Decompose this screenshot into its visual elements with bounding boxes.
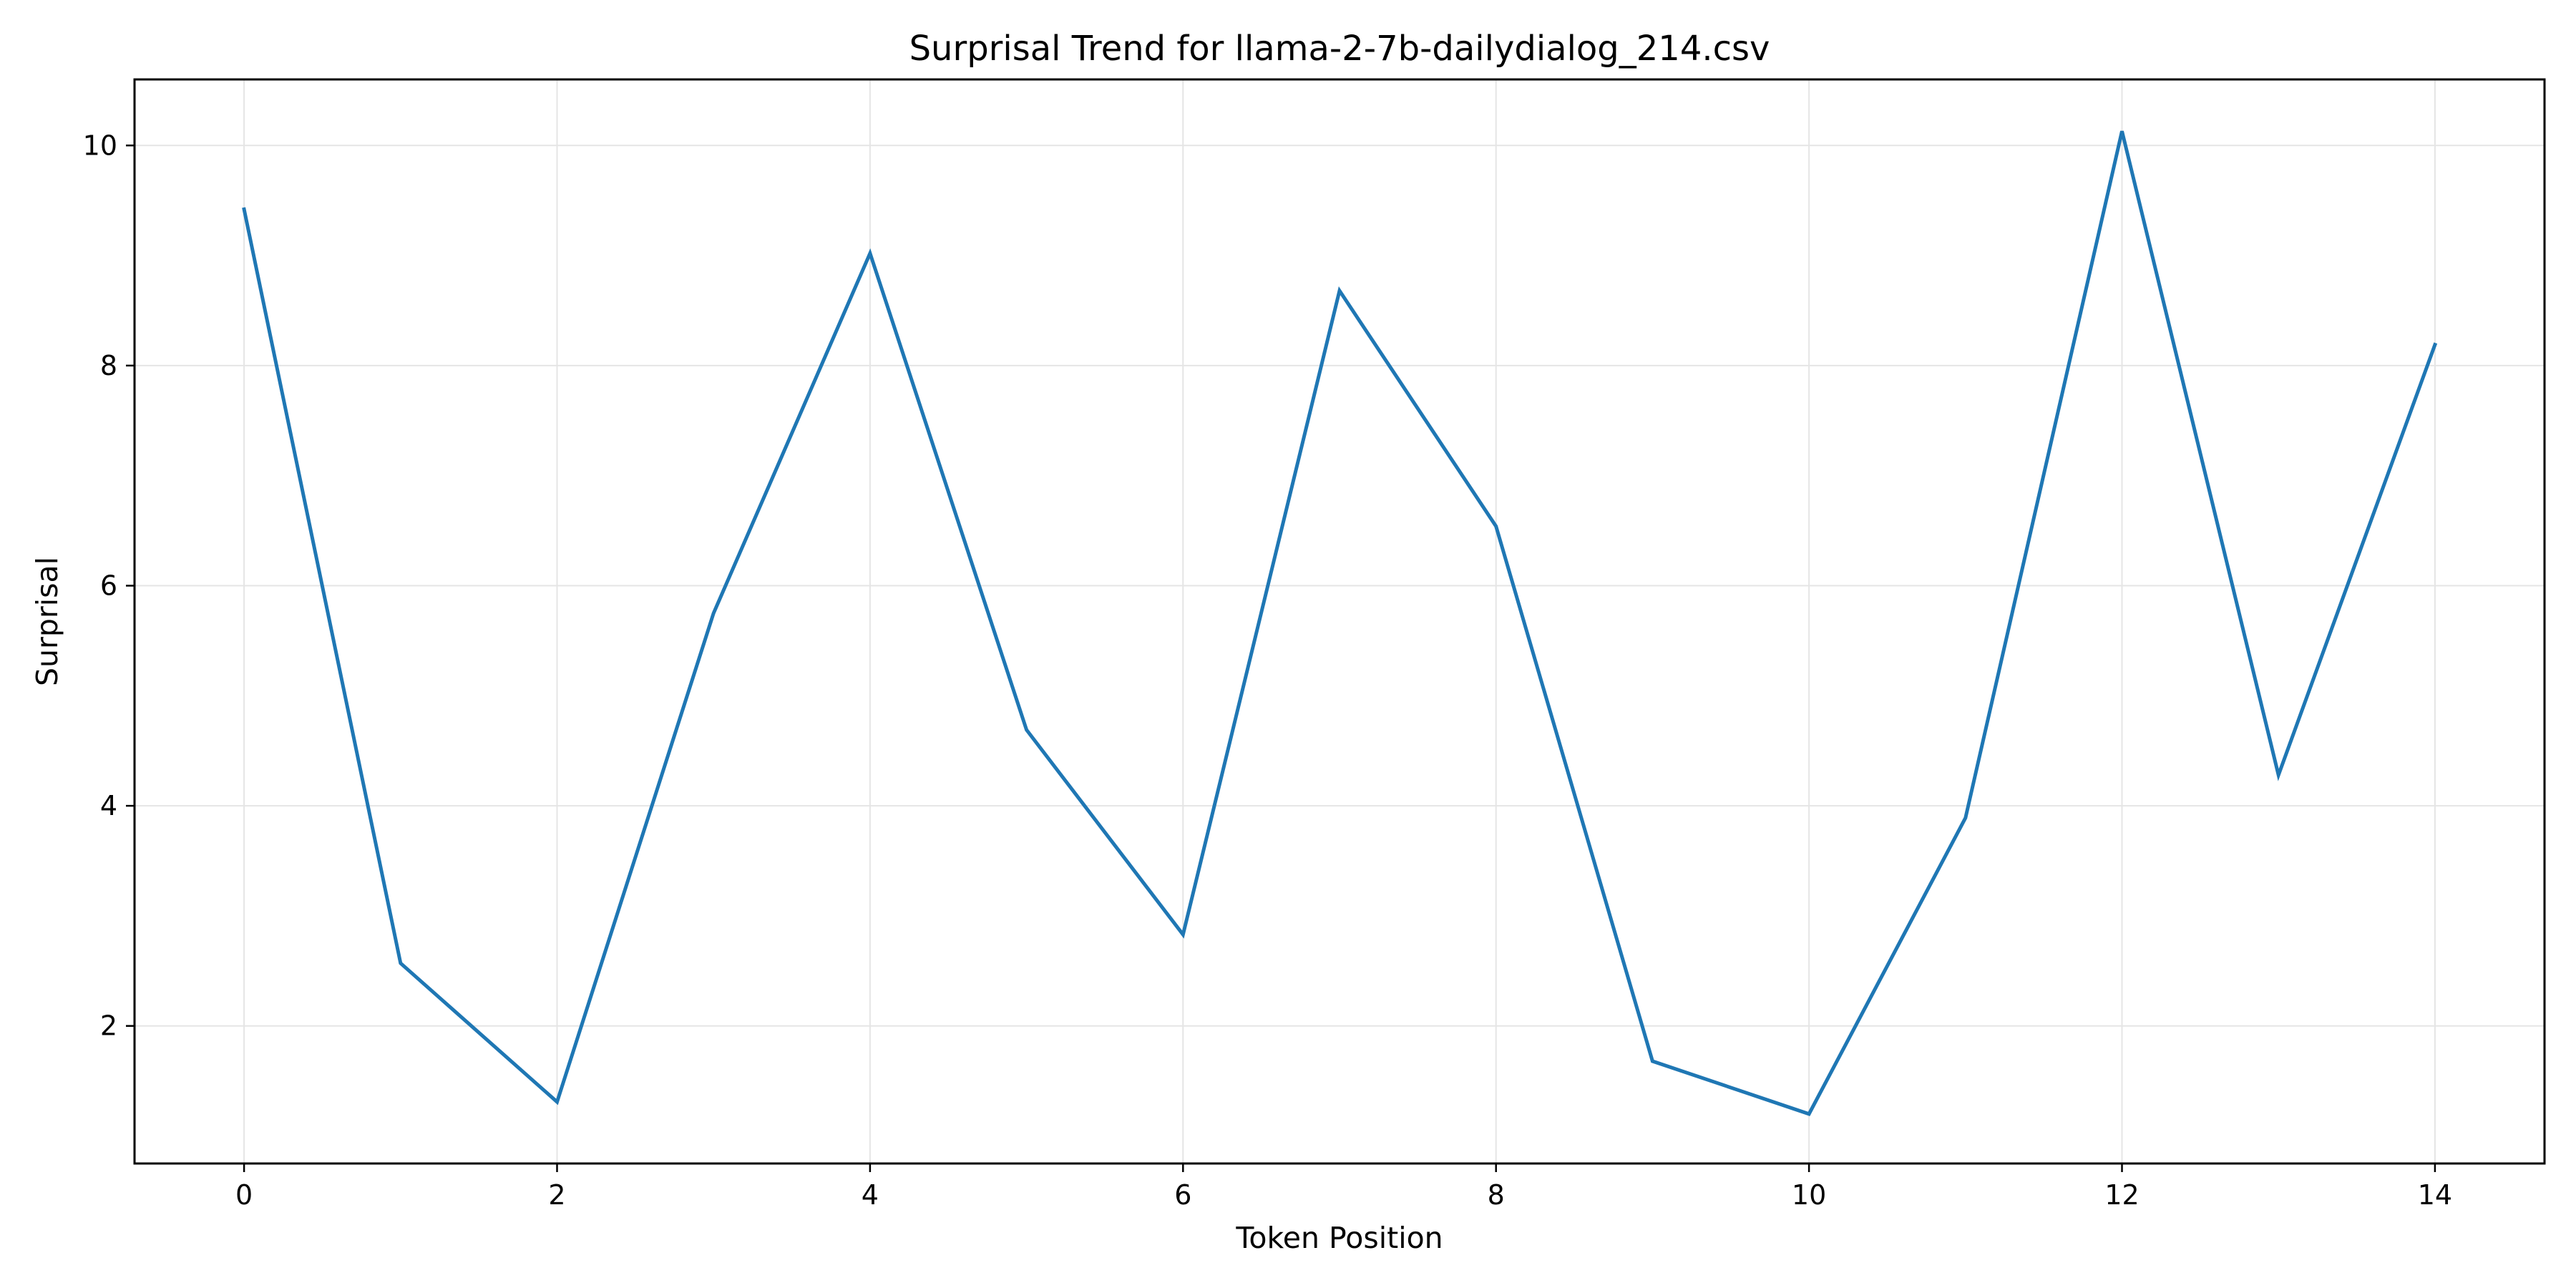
x-axis-label: Token Position bbox=[1235, 1221, 1443, 1255]
x-tick-label: 6 bbox=[1174, 1179, 1191, 1211]
x-tick-label: 4 bbox=[862, 1179, 879, 1211]
chart-title: Surprisal Trend for llama-2-7b-dailydial… bbox=[909, 29, 1770, 69]
y-axis-label: Surprisal bbox=[30, 557, 64, 686]
y-tick-label: 10 bbox=[83, 130, 117, 161]
y-tick-label: 4 bbox=[100, 790, 117, 821]
x-tick-label: 14 bbox=[2418, 1179, 2452, 1211]
x-tick-label: 8 bbox=[1488, 1179, 1505, 1211]
x-tick-label: 10 bbox=[1792, 1179, 1826, 1211]
y-tick-label: 6 bbox=[100, 570, 117, 602]
grid bbox=[135, 79, 2545, 1163]
plot-frame bbox=[133, 78, 2546, 1165]
x-axis: 0 2 4 6 8 10 12 14 bbox=[235, 1163, 2452, 1211]
x-tick-label: 2 bbox=[548, 1179, 565, 1211]
y-tick-label: 8 bbox=[100, 350, 117, 381]
y-tick-label: 2 bbox=[100, 1010, 117, 1042]
y-axis: 2 4 6 8 10 bbox=[83, 130, 135, 1042]
x-tick-label: 12 bbox=[2104, 1179, 2139, 1211]
x-tick-label: 0 bbox=[235, 1179, 253, 1211]
series-layer bbox=[242, 130, 2438, 1116]
series-line bbox=[242, 130, 2438, 1116]
